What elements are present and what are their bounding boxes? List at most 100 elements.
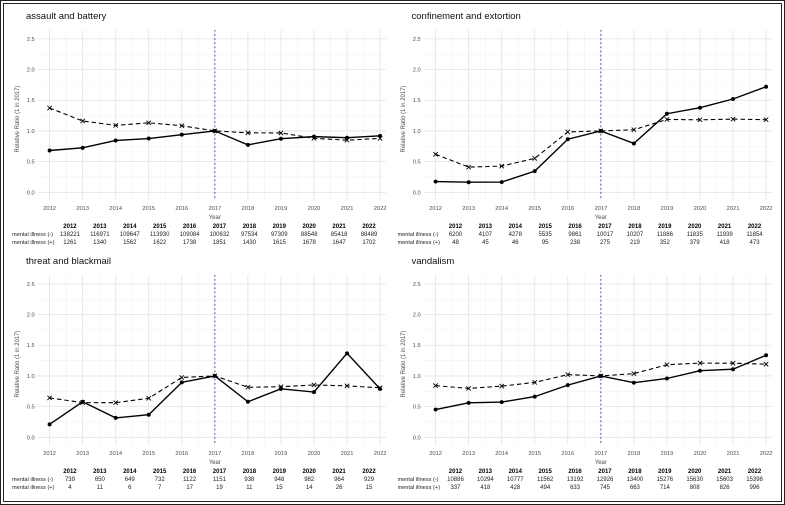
x-marker (531, 155, 537, 161)
count-cell: 11939 (716, 232, 733, 238)
x-marker (47, 105, 53, 111)
x-axis-tick-label: 2017 (594, 206, 607, 212)
circle-marker (312, 389, 316, 394)
table-year-header: 2016 (182, 224, 197, 230)
count-cell: 15603 (716, 476, 733, 483)
x-marker (531, 379, 537, 385)
panel-title: assault and battery (26, 11, 107, 22)
circle-marker (179, 379, 184, 384)
table-header-row: 2012 2013 2014 2015 2016 2017 2018 2019 2020 2021… (398, 468, 770, 476)
circle-marker (532, 169, 537, 174)
circle-marker (378, 386, 383, 391)
x-axis-tick-label: 2017 (208, 206, 221, 212)
table-row-label: mental illness (+) (397, 240, 440, 246)
count-cell: 48 (452, 240, 459, 246)
circle-marker (598, 128, 603, 133)
count-cell: 7 (158, 484, 162, 491)
circle-marker (113, 415, 118, 420)
x-axis-tick-label: 2016 (175, 206, 188, 212)
table-year-header: 2012 (448, 224, 463, 230)
x-marker (696, 360, 702, 366)
table-year-header: 2015 (538, 224, 552, 230)
x-marker (696, 117, 702, 123)
circle-marker (763, 84, 768, 89)
y-axis-tick-label: 2.0 (27, 312, 35, 318)
x-axis-tick-label: 2022 (759, 206, 772, 212)
table-year-header: 2022 (747, 224, 762, 230)
count-cell: 1647 (332, 240, 346, 246)
circle-marker (212, 373, 217, 378)
count-cell: 4107 (478, 232, 493, 238)
y-axis-tick-label: 0.5 (27, 160, 35, 166)
table-year-header: 2012 (63, 468, 77, 475)
x-marker (730, 360, 736, 366)
circle-marker (433, 407, 438, 412)
count-cell: 100632 (209, 232, 230, 238)
count-cell: 10294 (477, 476, 494, 483)
x-marker (498, 383, 504, 389)
table-year-header: 2016 (568, 468, 582, 475)
count-cell: 418 (480, 484, 491, 491)
x-marker (663, 361, 669, 367)
table-year-header: 2018 (628, 468, 642, 475)
x-axis-tick-label: 2021 (341, 451, 354, 457)
table-year-header: 2020 (688, 224, 702, 230)
x-axis-tick-label: 2016 (561, 451, 574, 457)
x-axis-tick-label: 2018 (627, 206, 640, 212)
table-year-header: 2018 (242, 468, 257, 475)
y-axis-tick-label: 1.0 (27, 373, 35, 379)
count-cell: 11 (246, 484, 253, 491)
count-cell: 88548 (300, 232, 318, 238)
x-marker (80, 118, 86, 124)
table-row: mental illness (+) 1261 1340 1562 1622 1738 18… (12, 239, 384, 247)
x-marker (432, 151, 438, 157)
x-axis-tick-label: 2020 (693, 206, 706, 212)
count-cell: 1562 (123, 240, 137, 246)
circle-marker (565, 137, 570, 142)
table-year-header: 2015 (538, 468, 552, 475)
count-cell: 95 (541, 240, 549, 246)
x-marker (179, 123, 185, 129)
y-axis-tick-label: 2.5 (412, 37, 420, 43)
x-axis-tick-label: 2015 (528, 206, 541, 212)
table-header-row: 2012 2013 2014 2015 2016 2017 2018 2019 2020 2021… (12, 223, 384, 231)
circle-marker (245, 142, 250, 147)
count-cell: 138221 (59, 232, 80, 238)
count-cell: 714 (659, 484, 670, 491)
circle-marker (565, 382, 570, 387)
circle-marker (763, 352, 768, 357)
count-cell: 12926 (596, 476, 614, 483)
y-axis-title: Relative Ratio (1 in 2017) (15, 86, 21, 153)
table-year-header: 2019 (272, 468, 286, 475)
count-cell: 6200 (448, 232, 463, 238)
count-cell: 732 (154, 476, 165, 483)
circle-marker (466, 180, 471, 185)
x-axis-tick-label: 2017 (594, 451, 607, 457)
count-cell: 45 (482, 240, 489, 246)
x-marker (564, 129, 570, 135)
x-axis-tick-label: 2015 (528, 451, 541, 457)
x-axis-tick-label: 2021 (341, 206, 354, 212)
table-year-header: 2013 (93, 224, 107, 230)
circle-marker (598, 373, 603, 378)
count-cell: 826 (719, 484, 730, 491)
circle-marker (631, 141, 636, 146)
panel-title: vandalism (411, 255, 455, 267)
y-axis-title: Relative Ratio (1 in 2017) (400, 86, 406, 153)
x-axis-tick-label: 2012 (429, 451, 442, 457)
circle-marker (730, 366, 735, 371)
chart-panel: vandalism 0.0 0.5 1.0 1.5 2.0 2.5 2012 2013 2014… (398, 255, 774, 496)
circle-marker (146, 136, 151, 141)
table-year-header: 2019 (658, 224, 672, 230)
count-cell: 85418 (330, 232, 348, 238)
line-chart: 0.0 0.5 1.0 1.5 2.0 2.5 2012 2013 2014 2015 2016 20… (15, 274, 386, 466)
x-marker (179, 374, 185, 380)
table-year-header: 2015 (152, 224, 167, 230)
y-axis-tick-label: 1.0 (412, 373, 420, 379)
x-axis-tick-label: 2019 (275, 206, 288, 212)
x-axis-tick-label: 2014 (109, 206, 123, 212)
count-cell: 4278 (508, 232, 522, 238)
count-cell: 964 (334, 476, 345, 483)
table-year-header: 2014 (123, 468, 137, 475)
